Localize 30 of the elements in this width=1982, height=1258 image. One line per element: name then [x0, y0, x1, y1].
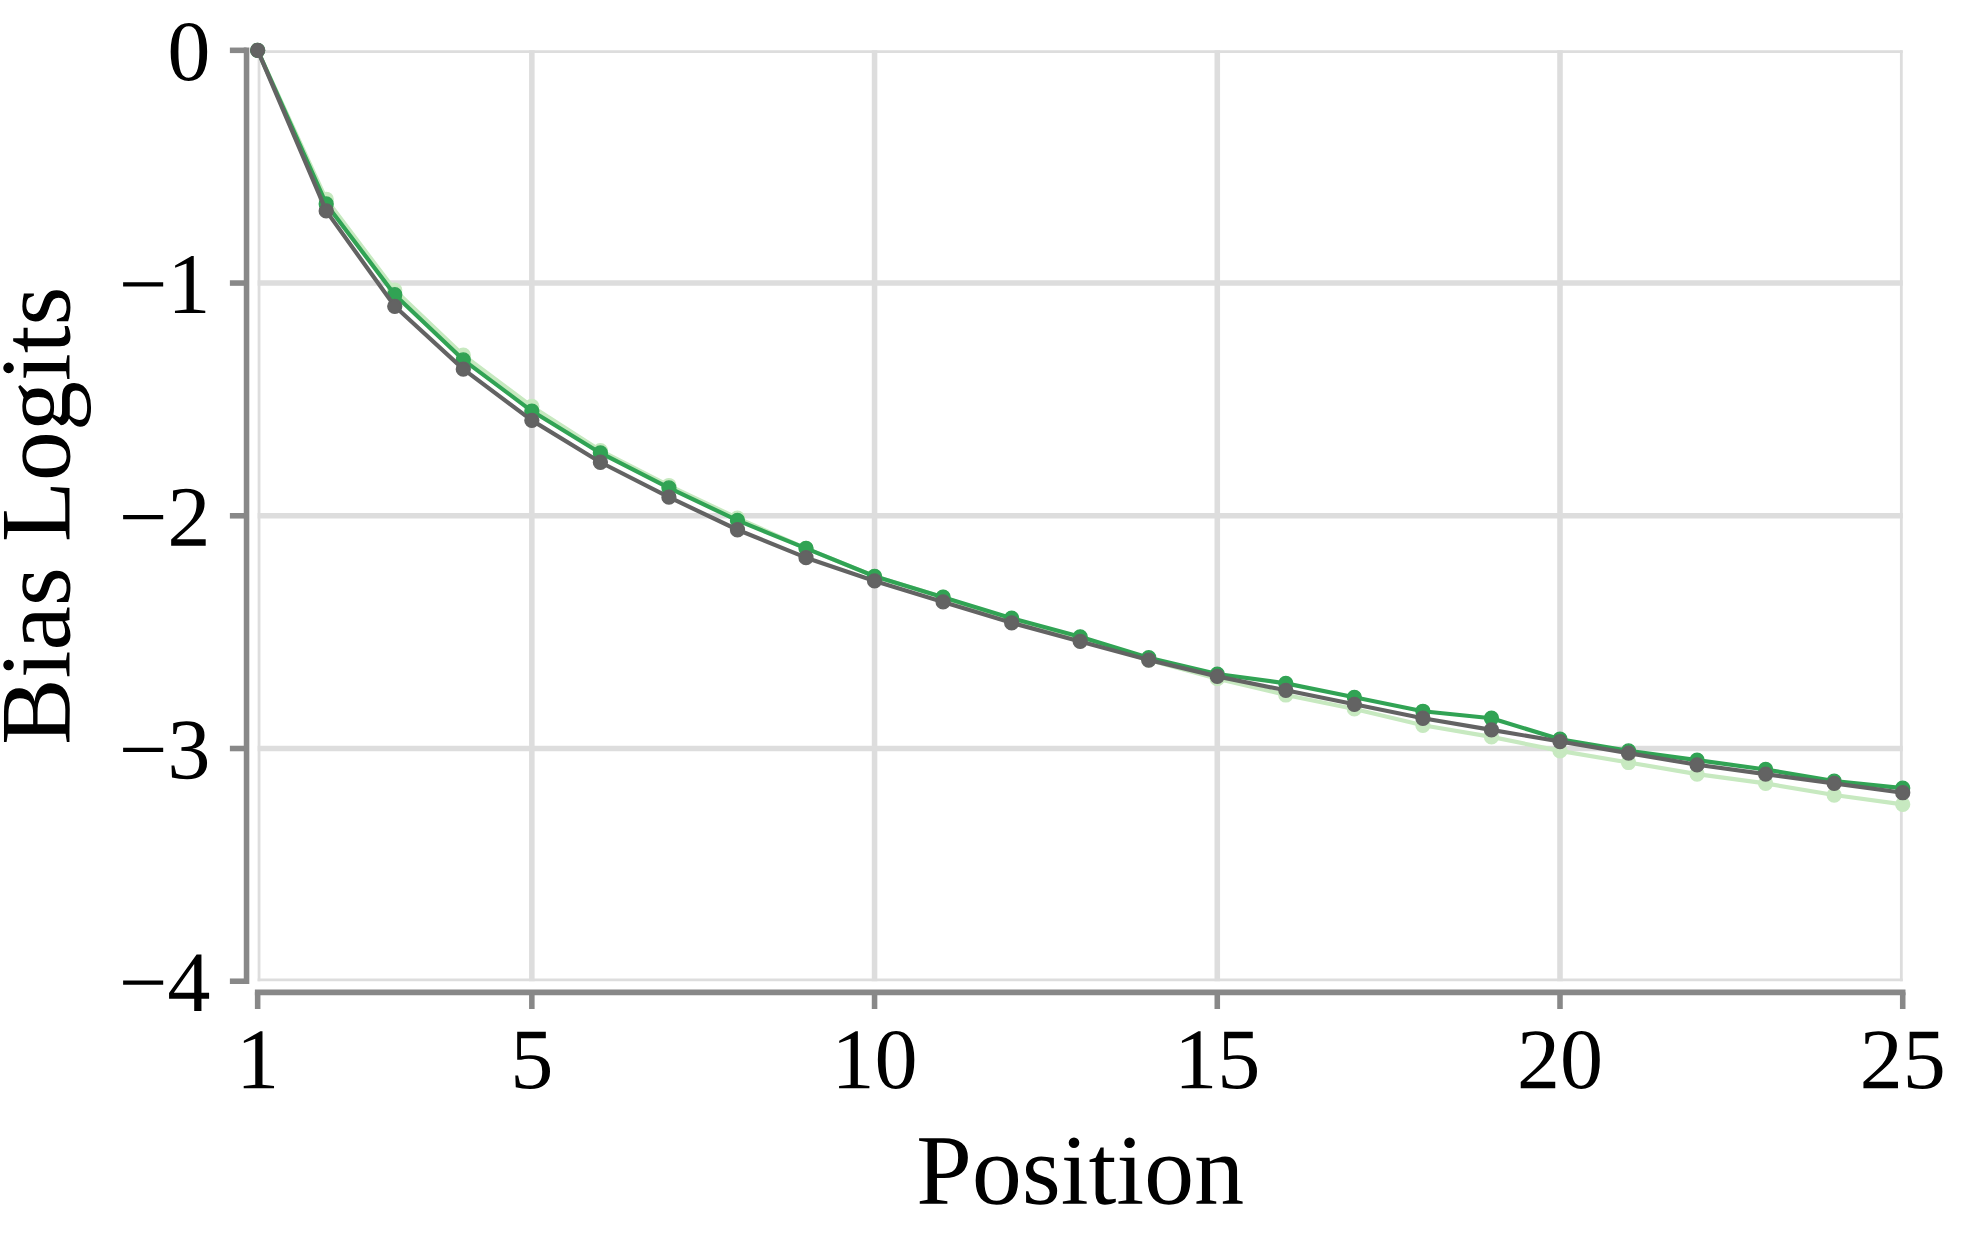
y-tick-label: 0: [170, 22, 208, 82]
x-tick-label: 20: [1520, 1030, 1600, 1090]
x-tick-label: 5: [515, 1031, 550, 1090]
y-tick-label: −4: [123, 954, 210, 1012]
point: [455, 361, 471, 377]
point: [524, 412, 540, 429]
point: [1483, 722, 1500, 738]
point: [1689, 757, 1705, 773]
point: [661, 489, 677, 505]
y-axis-title: Bias Logits: [3, 290, 92, 743]
point: [1278, 682, 1294, 698]
point: [798, 550, 814, 566]
y-tick-label: −3: [123, 721, 208, 780]
point: [1895, 785, 1911, 801]
point: [1415, 710, 1431, 726]
point: [866, 573, 883, 589]
x-tick-label: 1: [243, 1031, 275, 1089]
x-tick-label: 25: [1863, 1031, 1943, 1090]
point: [935, 594, 951, 610]
point: [592, 454, 609, 470]
x-axis-title: Position: [919, 1137, 1243, 1205]
point: [318, 203, 334, 219]
y-tick-label: −2: [123, 488, 206, 546]
x-tick-label: 15: [1181, 1031, 1257, 1090]
point: [387, 298, 403, 314]
point: [1757, 766, 1774, 782]
point: [729, 522, 746, 538]
point: [1346, 696, 1363, 712]
y-tick-label: −1: [123, 256, 206, 313]
x-tick-label: 10: [839, 1030, 915, 1090]
